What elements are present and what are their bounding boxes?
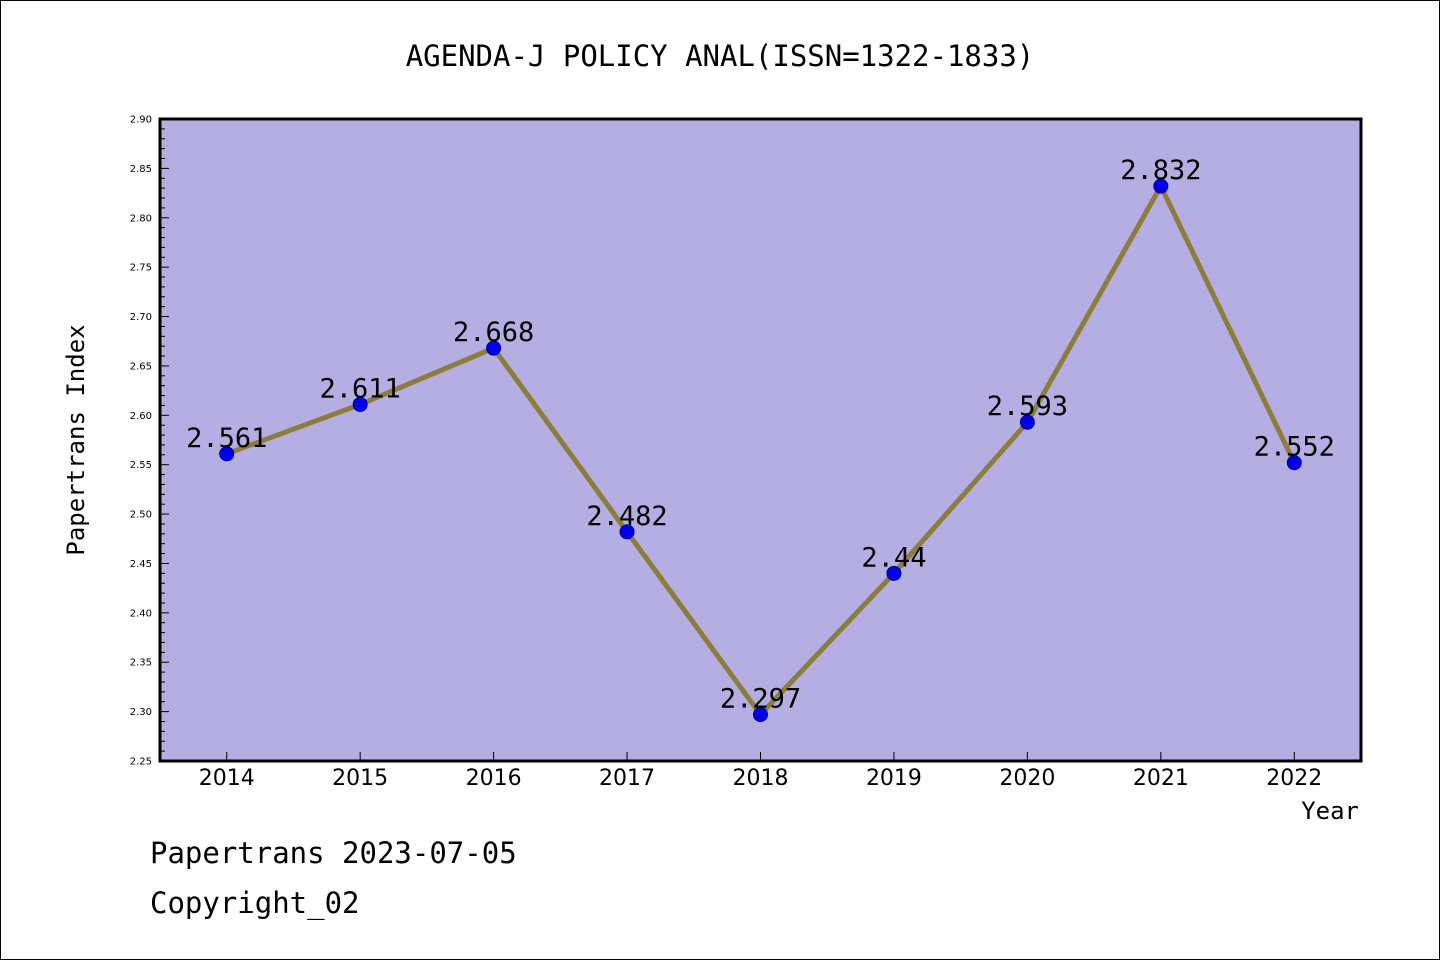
data-label: 2.611 <box>320 373 401 404</box>
y-axis-label: Papertrans Index <box>62 324 90 555</box>
data-point <box>1019 414 1035 430</box>
x-axis-ticks: 2014 2015 2016 2017 2018 2019 2020 2021 2022 <box>199 752 1322 791</box>
y-tick-label: 2.40 <box>130 608 152 619</box>
data-point <box>886 565 902 581</box>
data-point <box>352 396 368 412</box>
x-tick-label: 2016 <box>466 766 522 791</box>
y-tick-label: 2.85 <box>130 164 152 175</box>
x-tick-label: 2021 <box>1133 766 1189 791</box>
y-tick-label: 2.25 <box>130 757 152 768</box>
y-tick-label: 2.35 <box>130 658 152 669</box>
x-axis-label: Year <box>1301 797 1359 825</box>
y-tick-label: 2.50 <box>130 510 152 521</box>
data-label: 2.297 <box>720 684 801 715</box>
data-point <box>486 340 502 356</box>
footer-copyright: Copyright_02 <box>150 886 360 920</box>
data-point <box>219 446 235 462</box>
x-tick-label: 2022 <box>1266 766 1322 791</box>
data-points <box>219 178 1302 723</box>
data-label: 2.561 <box>186 423 267 454</box>
plot-area <box>160 119 1361 761</box>
y-tick-label: 2.45 <box>130 559 152 570</box>
data-label: 2.552 <box>1254 432 1335 463</box>
data-point <box>619 524 635 540</box>
data-label: 2.593 <box>987 391 1068 422</box>
x-tick-label: 2017 <box>599 766 655 791</box>
y-tick-label: 2.70 <box>130 312 152 323</box>
y-tick-label: 2.80 <box>130 213 152 224</box>
data-point <box>753 707 768 723</box>
x-tick-label: 2014 <box>199 766 255 791</box>
x-tick-label: 2018 <box>733 766 789 791</box>
y-tick-label: 2.60 <box>130 411 152 422</box>
data-point <box>1153 178 1169 194</box>
data-point <box>1286 455 1302 471</box>
data-labels: 2.561 2.611 2.668 2.482 2.297 2.44 2.593 2.832 2… <box>186 155 1335 714</box>
x-tick-label: 2020 <box>999 766 1055 791</box>
data-label: 2.832 <box>1120 155 1201 186</box>
y-tick-label: 2.90 <box>130 115 152 126</box>
y-tick-label: 2.30 <box>130 707 152 718</box>
data-label: 2.668 <box>453 317 534 348</box>
y-tick-label: 2.65 <box>130 361 152 372</box>
y-tick-label: 2.75 <box>130 263 152 274</box>
x-tick-label: 2015 <box>332 766 388 791</box>
plot-border <box>158 117 1363 763</box>
x-tick-label: 2019 <box>866 766 922 791</box>
data-label: 2.482 <box>586 501 667 532</box>
chart-title: AGENDA-J POLICY ANAL(ISSN=1322-1833) <box>406 39 1035 73</box>
y-tick-label: 2.55 <box>130 460 152 471</box>
footer-date: Papertrans 2023-07-05 <box>150 836 517 870</box>
data-label: 2.44 <box>861 542 926 573</box>
